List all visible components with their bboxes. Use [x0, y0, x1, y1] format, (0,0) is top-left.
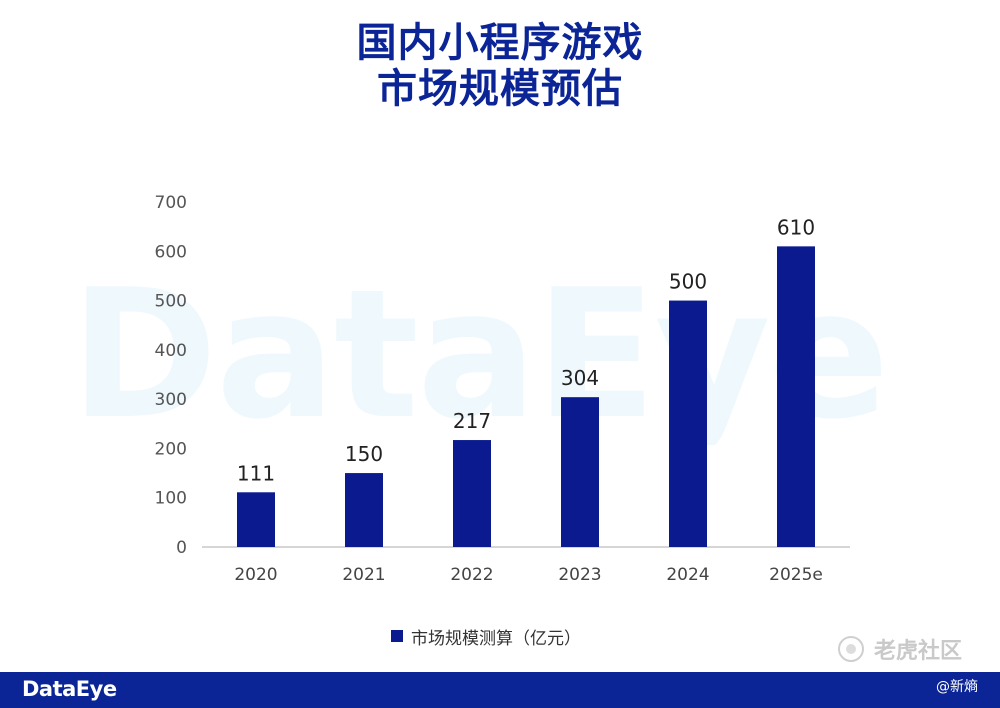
data-label: 500 — [669, 270, 707, 294]
y-tick-label: 500 — [155, 292, 187, 312]
x-tick-label: 2022 — [450, 565, 493, 585]
x-tick-label: 2020 — [234, 565, 277, 585]
bar — [561, 397, 599, 547]
chart-title-line-1: 国内小程序游戏 — [356, 20, 644, 66]
x-tick-label: 2021 — [342, 565, 385, 585]
y-tick-label: 600 — [155, 242, 187, 262]
footer-brand: DataEye — [22, 677, 117, 701]
y-tick-label: 0 — [176, 538, 187, 558]
bar — [669, 300, 707, 547]
bar-chart: 0 100 200 300 400 500 600 700 111 2020 150 2021 217 2… — [155, 193, 850, 585]
data-label: 304 — [561, 366, 599, 390]
bar — [237, 492, 275, 547]
corner-watermark: 老虎社区 — [838, 632, 962, 666]
legend-label: 市场规模测算（亿元） — [411, 628, 581, 649]
y-tick-label: 700 — [155, 193, 187, 213]
x-tick-label: 2025e — [769, 565, 823, 585]
data-label: 150 — [345, 442, 383, 466]
y-tick-label: 200 — [155, 439, 187, 459]
data-label: 217 — [453, 409, 491, 433]
footer-bar: DataEye @新熵 — [0, 672, 1000, 708]
corner-watermark-text: 老虎社区 — [874, 639, 963, 664]
bar — [777, 246, 815, 547]
y-tick-label: 100 — [155, 489, 187, 509]
data-label: 111 — [237, 461, 275, 485]
bar — [453, 440, 491, 547]
chart-title-line-2: 市场规模预估 — [377, 66, 623, 112]
bar — [345, 473, 383, 547]
legend: 市场规模测算（亿元） — [391, 624, 581, 649]
tiger-logo-icon — [838, 636, 864, 662]
background-watermark: DataEye — [70, 265, 889, 445]
x-tick-label: 2024 — [666, 565, 709, 585]
data-label: 610 — [777, 215, 815, 239]
chart-title: 国内小程序游戏 市场规模预估 — [0, 20, 1000, 112]
x-tick-label: 2023 — [558, 565, 601, 585]
y-tick-label: 300 — [155, 390, 187, 410]
legend-swatch — [391, 630, 403, 642]
y-tick-label: 400 — [155, 341, 187, 361]
footer-credit: @新熵 — [936, 679, 978, 695]
